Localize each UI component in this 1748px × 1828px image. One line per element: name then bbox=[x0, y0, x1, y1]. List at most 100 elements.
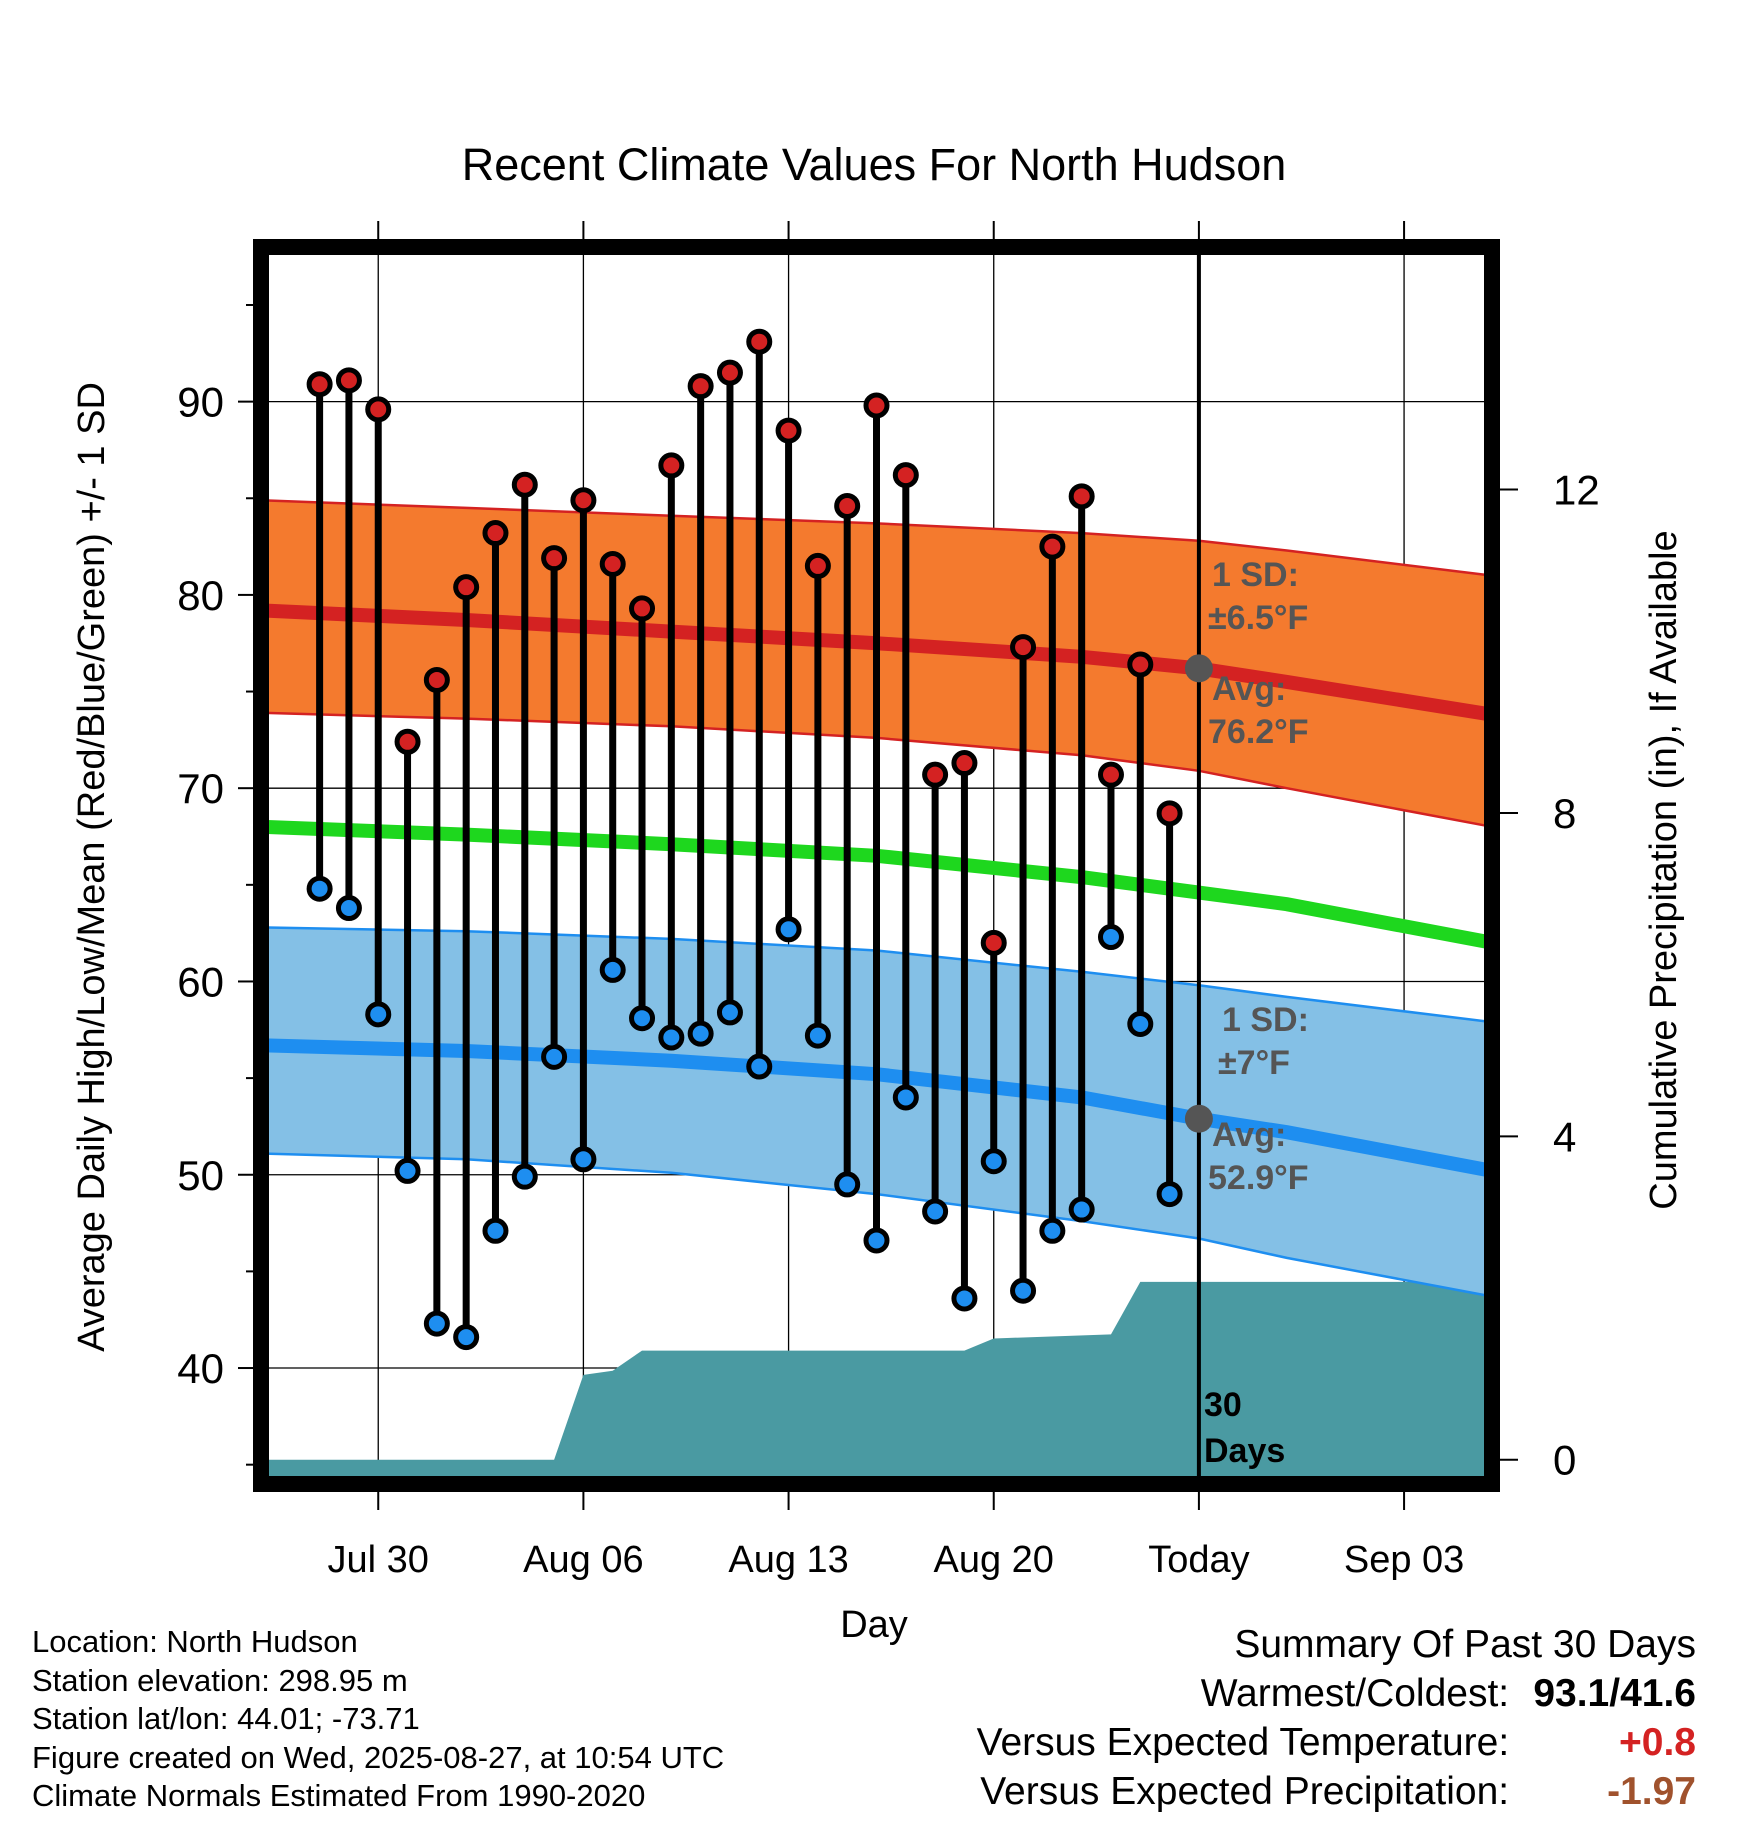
daily-high-point bbox=[599, 550, 626, 577]
daily-high-point bbox=[863, 392, 890, 419]
bottom-axis-tick-label: Today bbox=[1148, 1539, 1249, 1581]
daily-low-point bbox=[775, 916, 802, 943]
warm-cold-value: 93.1/41.6 bbox=[1533, 1672, 1696, 1715]
right-axis-tick-label: 0 bbox=[1553, 1437, 1576, 1484]
daily-high-point bbox=[541, 545, 568, 572]
daily-low-point bbox=[541, 1043, 568, 1070]
daily-low-point bbox=[658, 1024, 685, 1051]
y-axis-right-label: Cumulative Precipitation (in), If Availa… bbox=[1643, 530, 1685, 1209]
warm-cold-label: Warmest/Coldest: bbox=[1200, 1672, 1510, 1715]
low-sd-value: ±7°F bbox=[1218, 1044, 1290, 1082]
daily-high-point bbox=[629, 595, 656, 622]
high-sd-value: ±6.5°F bbox=[1208, 599, 1308, 637]
location-text: Location: North Hudson bbox=[32, 1624, 358, 1659]
daily-high-point bbox=[365, 396, 392, 423]
daily-high-point bbox=[423, 666, 450, 693]
daily-low-point bbox=[687, 1020, 714, 1047]
daily-low-point bbox=[335, 895, 362, 922]
daily-high-point bbox=[1127, 651, 1154, 678]
high-avg-label: Avg: bbox=[1212, 670, 1286, 708]
bottom-axis-tick-label: Sep 03 bbox=[1344, 1539, 1464, 1581]
precip-departure-value: -1.97 bbox=[1607, 1770, 1696, 1813]
daily-high-point bbox=[775, 417, 802, 444]
axes: 40 50 60 70 80 90 0 4 8 12 Jul 30 Aug 06 Aug 13 Aug 2… bbox=[177, 221, 1600, 1581]
plot-frame bbox=[253, 239, 1500, 1492]
precip-area bbox=[261, 1281, 1492, 1484]
daily-low-point bbox=[863, 1227, 890, 1254]
daily-low-point bbox=[834, 1171, 861, 1198]
left-axis-tick-label: 80 bbox=[177, 572, 224, 619]
avg-mean-line bbox=[260, 819, 1494, 950]
daily-low-point bbox=[892, 1084, 919, 1111]
daily-high-point bbox=[453, 574, 480, 601]
daily-high-point bbox=[658, 452, 685, 479]
precip-departure-row: Versus Expected Precipitation: -1.97 bbox=[977, 1767, 1696, 1816]
bottom-axis-tick-label: Aug 06 bbox=[523, 1539, 643, 1581]
daily-low-point bbox=[922, 1198, 949, 1225]
station-info: Location: North Hudson Station elevation… bbox=[32, 1623, 724, 1816]
low-avg-label: Avg: bbox=[1212, 1116, 1286, 1154]
daily-low-point bbox=[951, 1285, 978, 1312]
daily-high-point bbox=[716, 359, 743, 386]
bottom-axis-tick-label: Aug 13 bbox=[728, 1539, 848, 1581]
daily-high-point bbox=[980, 929, 1007, 956]
right-axis-tick-label: 4 bbox=[1553, 1113, 1576, 1160]
summary-title: Summary Of Past 30 Days bbox=[1234, 1623, 1696, 1666]
daily-high-point bbox=[1156, 800, 1183, 827]
daily-high-point bbox=[804, 552, 831, 579]
daily-high-point bbox=[1010, 634, 1037, 661]
left-axis-tick-label: 60 bbox=[177, 958, 224, 1005]
x-axis-label: Day bbox=[840, 1604, 908, 1646]
annotations: 1 SD: ±6.5°F Avg: 76.2°F 1 SD: ±7°F Avg:… bbox=[1204, 556, 1309, 1470]
avg-high-line bbox=[260, 603, 1494, 722]
today-layer bbox=[1184, 247, 1213, 1484]
daily-high-point bbox=[1097, 761, 1124, 788]
daily-high-point bbox=[394, 728, 421, 755]
daily-low-point bbox=[394, 1157, 421, 1184]
today-avg-low-marker bbox=[1184, 1104, 1213, 1133]
daily-high-point bbox=[1068, 483, 1095, 510]
daily-low-point bbox=[511, 1163, 538, 1190]
bottom-axis-tick-label: Aug 20 bbox=[934, 1539, 1054, 1581]
precip-departure-label: Versus Expected Precipitation: bbox=[980, 1770, 1510, 1813]
low-sd-upper-line bbox=[260, 926, 1493, 1024]
daily-high-point bbox=[687, 373, 714, 400]
daily-low-point bbox=[306, 875, 333, 902]
right-axis-tick-label: 12 bbox=[1553, 467, 1600, 514]
left-axis-tick-label: 90 bbox=[177, 379, 224, 426]
daily-high-point bbox=[570, 487, 597, 514]
daily-low-point bbox=[1097, 924, 1124, 951]
temp-departure-value: +0.8 bbox=[1619, 1721, 1696, 1764]
elevation-text: Station elevation: 298.95 m bbox=[32, 1662, 408, 1698]
daily-low-point bbox=[1039, 1217, 1066, 1244]
days-number-label: 30 bbox=[1204, 1386, 1242, 1424]
daily-high-point bbox=[746, 328, 773, 355]
temp-departure-label: Versus Expected Temperature: bbox=[976, 1721, 1510, 1764]
temp-departure-row: Versus Expected Temperature: +0.8 bbox=[977, 1718, 1696, 1767]
avg-low-line bbox=[260, 1038, 1494, 1178]
daily-low-point bbox=[482, 1217, 509, 1244]
daily-low-point bbox=[1156, 1181, 1183, 1208]
daily-low-point bbox=[1068, 1196, 1095, 1223]
today-avg-high-marker bbox=[1184, 654, 1213, 683]
bottom-axis-tick-label: Jul 30 bbox=[328, 1539, 429, 1581]
daily-low-point bbox=[1127, 1010, 1154, 1037]
daily-high-point bbox=[951, 750, 978, 777]
daily-low-point bbox=[980, 1148, 1007, 1175]
left-axis-tick-label: 50 bbox=[177, 1152, 224, 1199]
daily-high-point bbox=[834, 492, 861, 519]
high-sd-lower-line bbox=[260, 711, 1493, 829]
daily-low-point bbox=[1010, 1277, 1037, 1304]
left-axis-tick-label: 40 bbox=[177, 1345, 224, 1392]
created-text: Figure created on Wed, 2025-08-27, at 10… bbox=[32, 1739, 725, 1775]
daily-low-point bbox=[423, 1310, 450, 1337]
latlon-text: Station lat/lon: 44.01; -73.71 bbox=[32, 1701, 420, 1736]
daily-low-point bbox=[716, 999, 743, 1026]
summary-panel: Summary Of Past 30 Days Warmest/Coldest:… bbox=[977, 1620, 1696, 1816]
normals-text: Climate Normals Estimated From 1990-2020 bbox=[32, 1778, 646, 1813]
warm-cold-row: Warmest/Coldest: 93.1/41.6 bbox=[977, 1669, 1696, 1718]
daily-low-point bbox=[570, 1146, 597, 1173]
daily-observations bbox=[306, 328, 1183, 1351]
y-axis-left-label: Average Daily High/Low/Mean (Red/Blue/Gr… bbox=[71, 382, 113, 1352]
